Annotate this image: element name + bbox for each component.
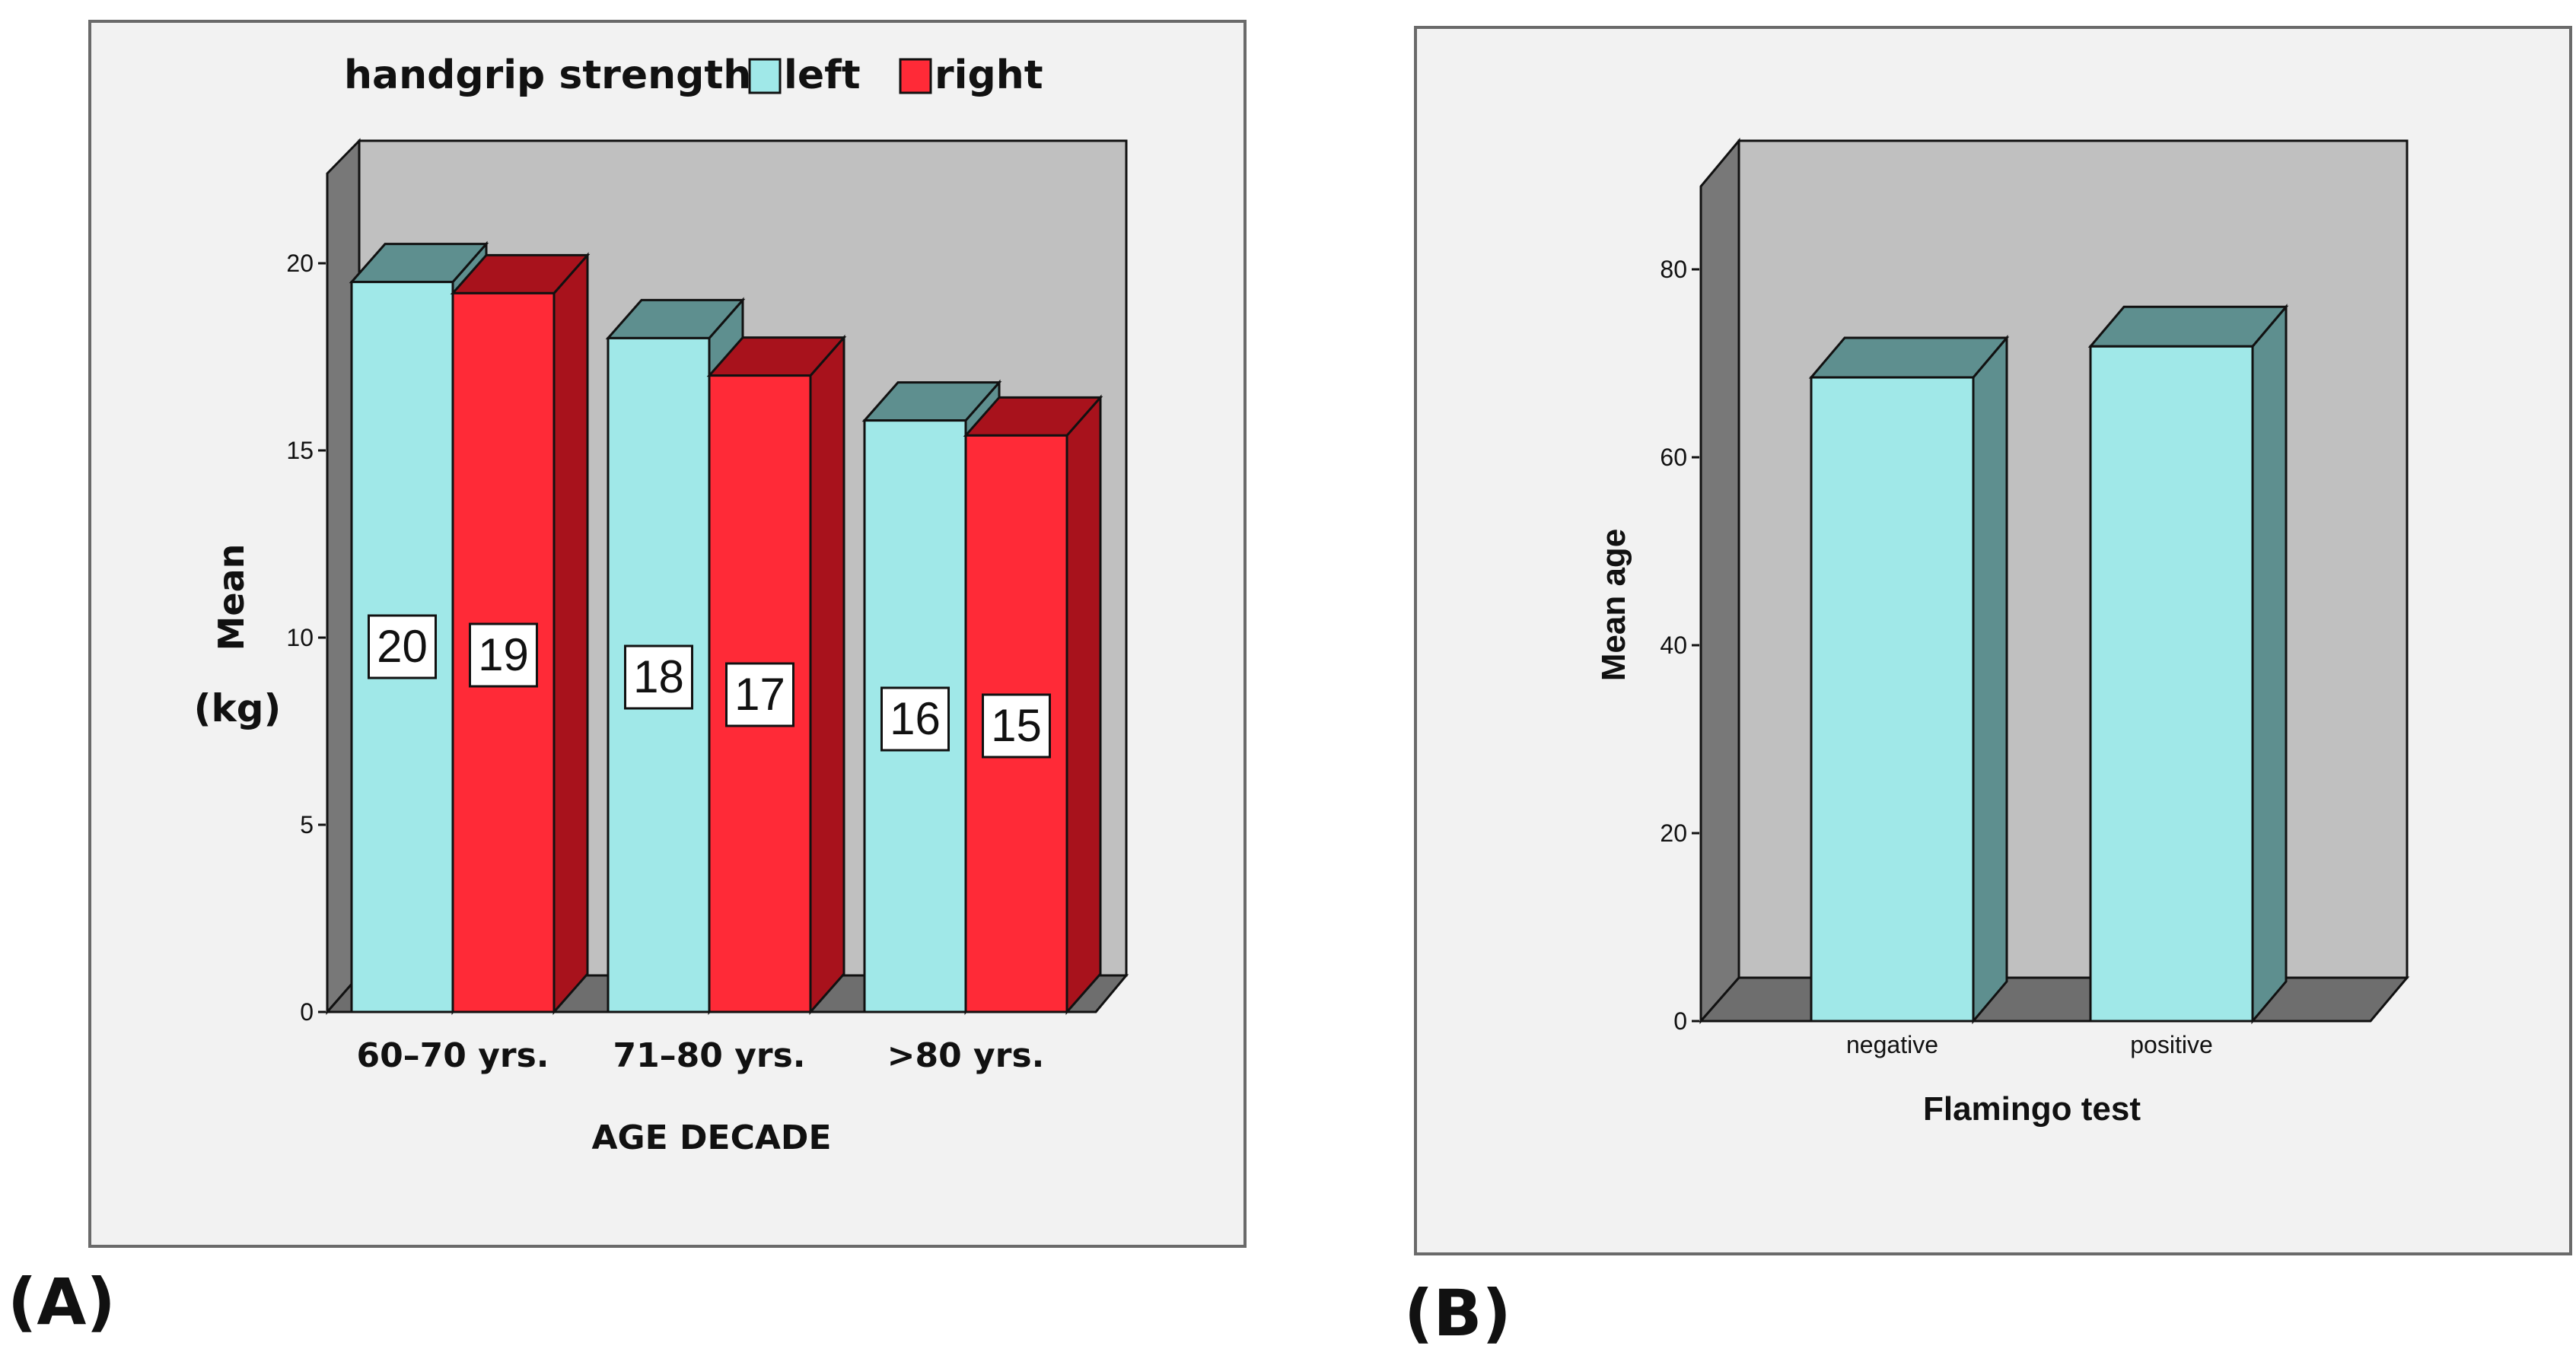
bar-side — [1065, 394, 1102, 1015]
x-axis-label-b: Flamingo test — [1923, 1090, 2141, 1128]
y-axis-label-a-line2: (kg) — [194, 686, 282, 730]
data-label-box — [469, 622, 538, 688]
y-tick-label: 40 — [1660, 632, 1687, 659]
bar-side — [809, 334, 845, 1015]
y-axis-a: 0 5 10 15 20 — [286, 250, 326, 1026]
bar-side — [1972, 334, 2008, 1025]
x-tick-label: 60–70 yrs. — [356, 1036, 549, 1075]
y-tick-label: 60 — [1660, 444, 1687, 471]
bar-top — [1808, 336, 2010, 379]
side-wall-b — [1699, 137, 1740, 1024]
bar-side — [2251, 304, 2288, 1025]
data-label: 17 — [734, 669, 785, 720]
data-label: 15 — [991, 700, 1042, 751]
data-label-box — [368, 614, 437, 679]
legend-swatch-left — [748, 58, 782, 94]
x-tick-label: 71–80 yrs. — [613, 1036, 805, 1075]
y-axis-b: 0 20 40 60 80 — [1660, 256, 1699, 1035]
legend-title: handgrip strength: — [344, 52, 767, 98]
legend-label-left: left — [784, 52, 861, 98]
bar-right-2: 15 — [963, 394, 1103, 1015]
data-label: 20 — [377, 621, 428, 672]
panel-a: handgrip strength: left right 0 5 10 15 20 2… — [88, 20, 1247, 1248]
x-tick-label: >80 yrs. — [887, 1036, 1045, 1075]
x-tick-labels-b: negative positive — [1846, 1031, 2213, 1058]
y-tick-label: 0 — [300, 998, 314, 1026]
y-tick-label: 15 — [286, 437, 314, 464]
bars-a: 20 19 18 17 16 15 — [349, 240, 1103, 1015]
legend-swatch-right — [899, 58, 932, 94]
bar-top — [2087, 305, 2289, 348]
bar-front — [1810, 376, 1975, 1023]
bar-mean-age-1 — [2087, 304, 2289, 1025]
bar-mean-age-0 — [1808, 334, 2010, 1025]
data-label-box — [725, 662, 794, 727]
x-tick-label: negative — [1846, 1031, 1938, 1058]
floor-b — [1698, 976, 2410, 1023]
panel-label-b: (B) — [1404, 1276, 1511, 1351]
bar-right-0: 19 — [450, 252, 591, 1015]
legend-label-right: right — [935, 52, 1043, 98]
y-axis-label-a-line1: Mean — [211, 544, 252, 651]
data-label-box — [624, 644, 693, 710]
x-tick-labels-a: 60–70 yrs. 71–80 yrs. >80 yrs. — [356, 1036, 1044, 1075]
data-label: 19 — [478, 629, 529, 680]
y-tick-label: 0 — [1673, 1007, 1687, 1035]
y-tick-label: 10 — [286, 624, 314, 651]
panel-b: 0 20 40 60 80 negative positive Mean age Flam… — [1414, 26, 2572, 1255]
y-axis-label-b: Mean age — [1595, 529, 1632, 682]
data-label: 16 — [890, 693, 941, 744]
bar-right-1: 17 — [706, 334, 847, 1015]
bar-side — [552, 252, 589, 1015]
bars-b — [1808, 304, 2289, 1025]
data-label-box — [880, 686, 950, 752]
y-tick-label: 20 — [286, 250, 314, 277]
x-axis-label-a: AGE DECADE — [591, 1118, 831, 1157]
x-tick-label: positive — [2130, 1031, 2213, 1058]
bar-front — [2089, 345, 2254, 1023]
data-label: 18 — [633, 651, 684, 702]
data-label-box — [982, 693, 1051, 759]
panel-label-a: (A) — [8, 1265, 116, 1339]
y-tick-label: 20 — [1660, 819, 1687, 847]
y-tick-label: 80 — [1660, 256, 1687, 283]
y-tick-label: 5 — [300, 811, 314, 838]
